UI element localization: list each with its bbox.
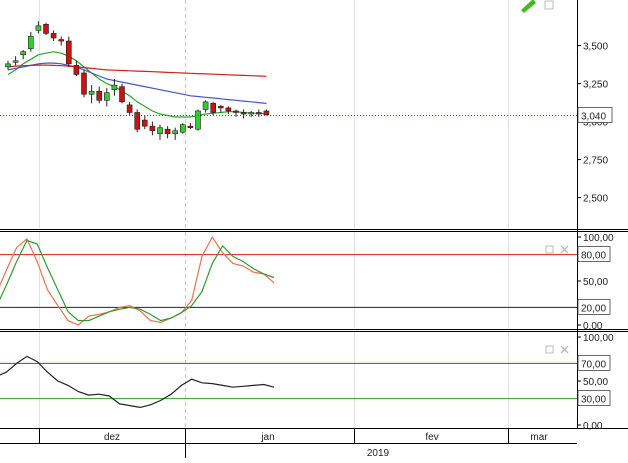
panel-maximize-icon[interactable] <box>545 345 554 354</box>
y-tick-label: 2,500 <box>583 194 608 205</box>
candle <box>111 84 118 90</box>
candle <box>240 112 247 115</box>
candle <box>263 110 270 116</box>
candle <box>58 39 65 42</box>
candle <box>88 90 95 95</box>
candle <box>50 33 57 39</box>
price-panel <box>0 0 577 228</box>
candle <box>5 63 11 68</box>
current-price-label: 3,040 <box>581 112 606 123</box>
candle <box>218 106 224 109</box>
oscillator-line <box>0 355 275 409</box>
panel-close-icon[interactable] <box>560 345 569 354</box>
candle <box>43 24 49 34</box>
moving-average-line <box>7 62 267 104</box>
candle <box>164 128 171 135</box>
candle <box>157 127 163 135</box>
candle <box>73 65 80 75</box>
reference-tag <box>577 390 611 407</box>
candle <box>66 40 72 65</box>
reference-label: 20,00 <box>581 303 606 314</box>
reference-label: 30,00 <box>581 395 606 406</box>
y-tick-label: 50,00 <box>583 377 608 388</box>
y-tick-label: 50,00 <box>583 277 608 288</box>
candle <box>255 112 262 115</box>
candle <box>210 103 216 113</box>
trend-arrow-icon[interactable] <box>521 0 536 13</box>
candle <box>27 36 34 49</box>
reference-label: 70,00 <box>581 359 606 370</box>
candle <box>126 104 133 113</box>
moving-average-line <box>7 51 267 118</box>
y-tick-label: 100,00 <box>583 333 614 344</box>
candle <box>202 101 209 110</box>
oscillator-line <box>0 239 275 322</box>
candle <box>81 72 87 95</box>
panel-maximize-icon[interactable] <box>545 245 554 254</box>
y-tick-label: 2,750 <box>583 156 608 167</box>
candle <box>134 112 140 130</box>
x-month-label: dez <box>104 432 120 443</box>
candle <box>20 51 27 56</box>
y-tick-label: 0,00 <box>583 321 603 332</box>
candle <box>225 107 232 112</box>
reference-tag <box>577 354 611 371</box>
x-month-label: mar <box>530 432 548 443</box>
reference-label: 80,00 <box>581 251 606 262</box>
candle <box>104 92 110 101</box>
oscillator-1-panel <box>0 232 577 328</box>
candle <box>12 60 19 63</box>
candle <box>149 125 156 132</box>
current-price-tag <box>577 107 613 123</box>
panel-maximize-icon[interactable] <box>544 0 554 10</box>
moving-average-line <box>7 64 267 77</box>
candle <box>142 119 148 127</box>
candle <box>96 90 102 101</box>
candle <box>233 110 239 113</box>
candle <box>195 110 201 130</box>
reference-tag <box>577 298 611 315</box>
candle <box>180 124 186 133</box>
candle <box>172 130 178 135</box>
y-tick-label: 3,000 <box>583 118 608 129</box>
candle <box>187 125 194 128</box>
reference-tag <box>577 246 611 263</box>
panel-close-icon[interactable] <box>560 245 569 254</box>
oscillator-2-panel <box>0 332 577 428</box>
y-tick-label: 3,500 <box>583 42 608 53</box>
x-year-label: 2019 <box>367 448 390 458</box>
candle <box>248 112 254 115</box>
y-tick-label: 100,00 <box>583 233 614 244</box>
y-tick-label: 3,250 <box>583 80 608 91</box>
x-month-label: fev <box>425 432 438 443</box>
candle <box>119 86 125 103</box>
candle <box>35 25 42 31</box>
x-month-label: jan <box>260 432 274 443</box>
y-tick-label: 0,00 <box>583 421 603 432</box>
